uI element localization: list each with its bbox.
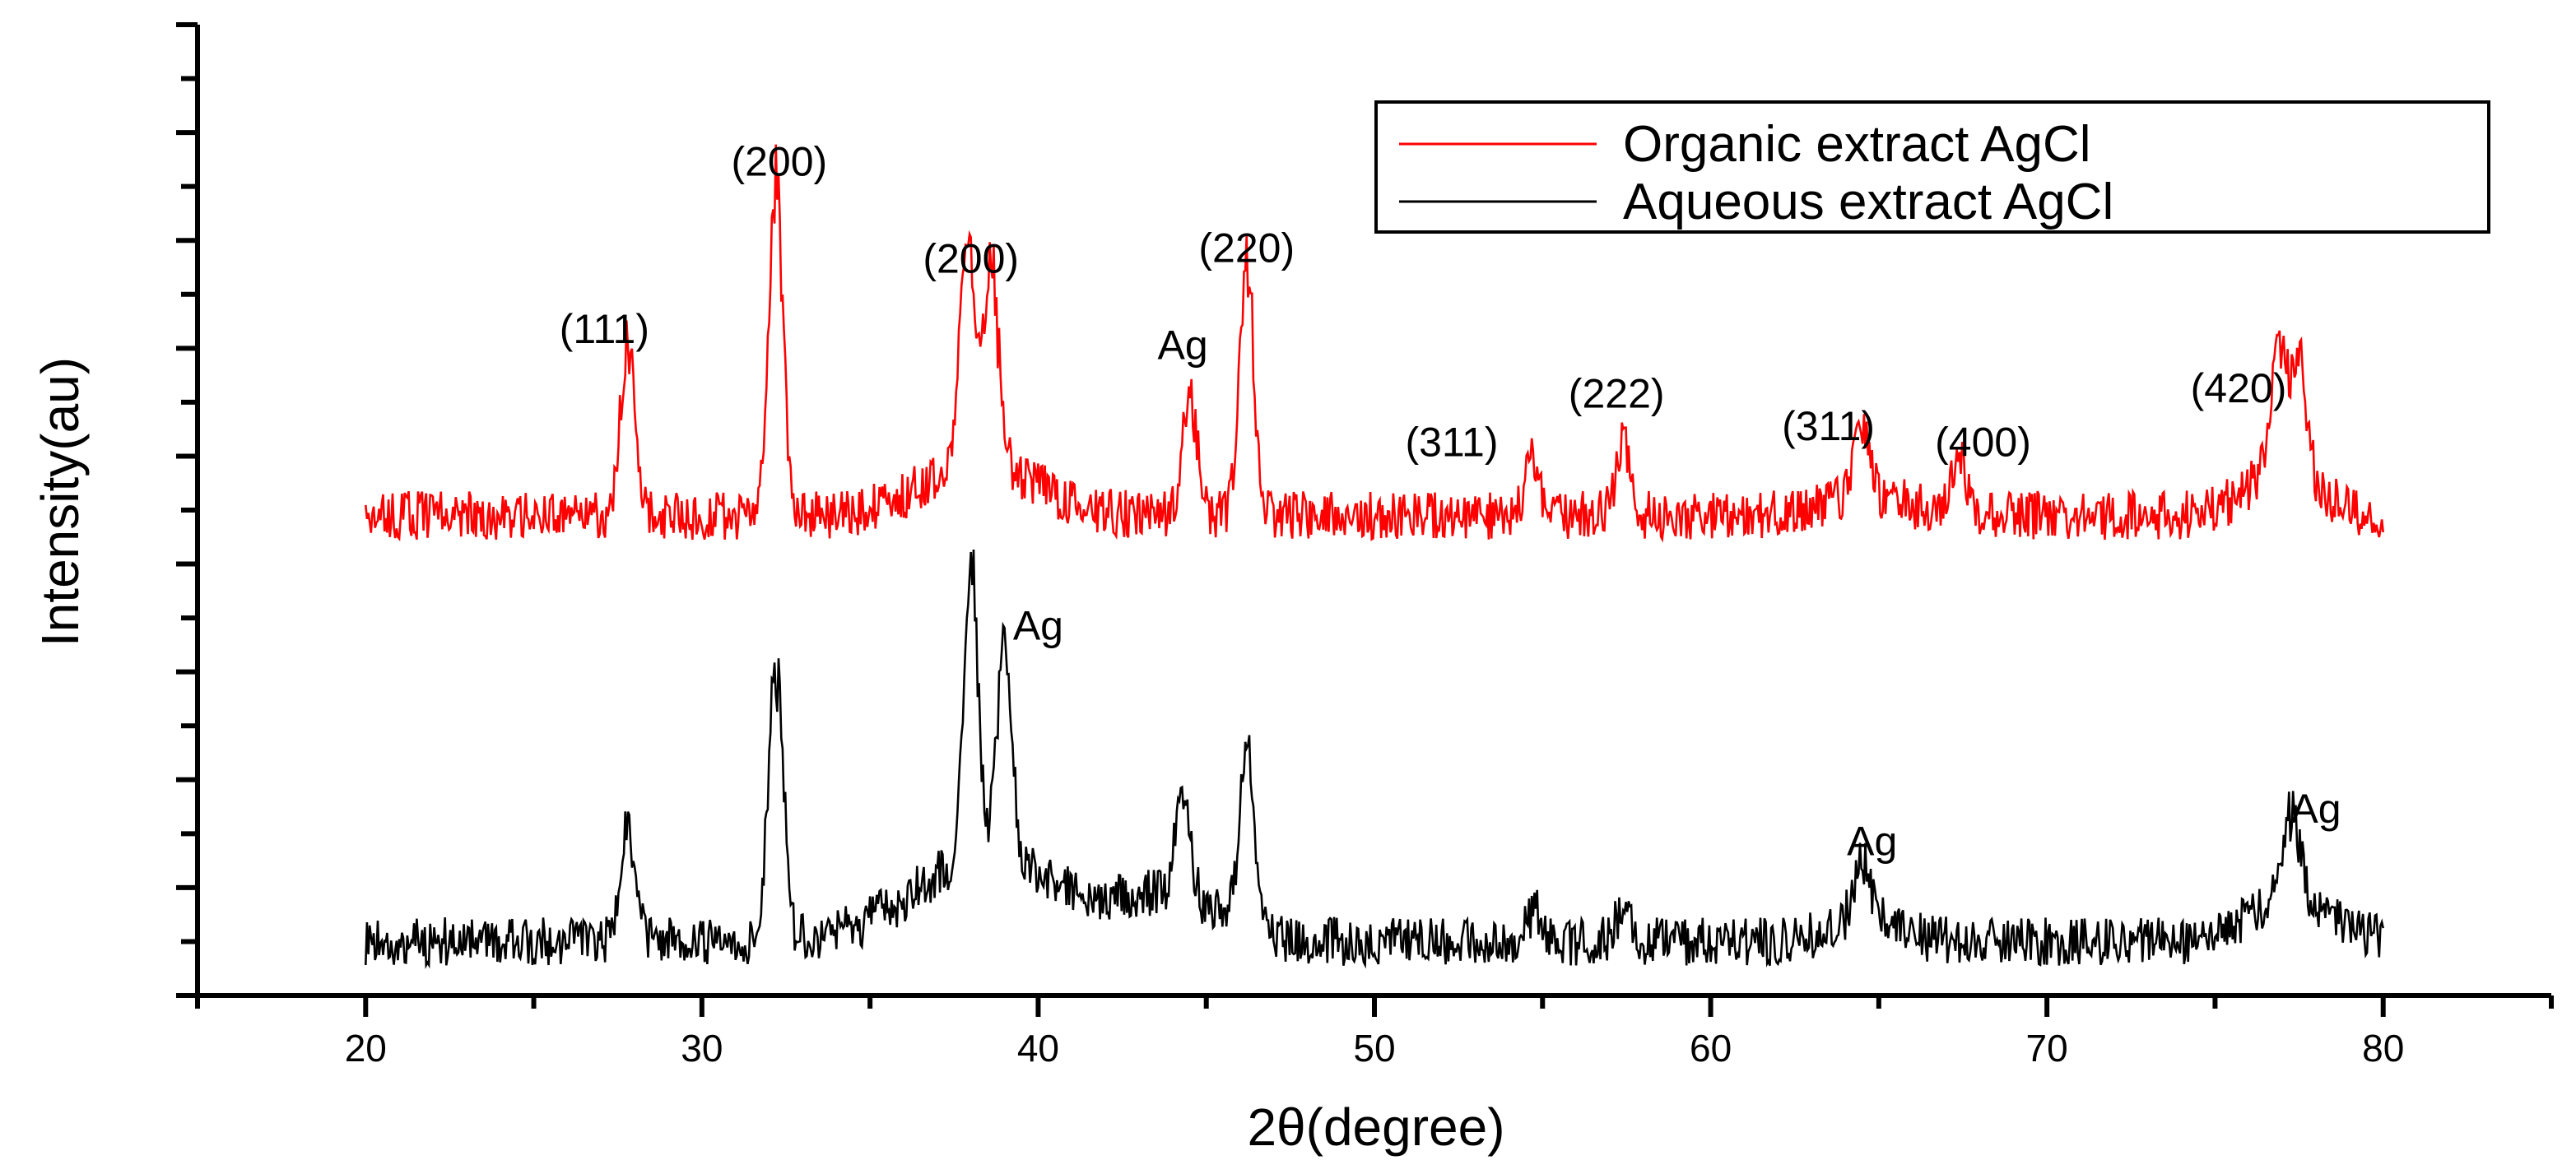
axes-layer: 20 30 40 50 60 70 80: [176, 22, 2554, 1070]
x-tick-label: 60: [1690, 1027, 1732, 1070]
peak-annotation: Ag: [1158, 322, 1208, 368]
x-tick-label: 80: [2362, 1027, 2404, 1070]
peak-annotation: Ag: [2290, 786, 2341, 832]
peak-annotation: (200): [731, 139, 827, 185]
legend-label-aqueous: Aqueous extract AgCl: [1623, 174, 2113, 230]
series-layer: [365, 144, 2384, 969]
peak-annotation: Ag: [1013, 602, 1063, 648]
legend-label-organic: Organic extract AgCl: [1623, 116, 2091, 173]
peak-annotation: (222): [1569, 370, 1665, 416]
annotation-layer: (111) (200) (200) Ag (220) (311) (222) (311) (40…: [560, 139, 2341, 865]
peak-annotation: (220): [1198, 225, 1295, 271]
peak-annotation: (420): [2191, 365, 2287, 411]
x-tick-label: 50: [1353, 1027, 1395, 1070]
x-tick-label: 40: [1017, 1027, 1059, 1070]
peak-annotation: (200): [923, 236, 1019, 282]
x-tick-label: 30: [681, 1027, 723, 1070]
peak-annotation: (111): [560, 306, 649, 352]
peak-annotation: (311): [1782, 403, 1875, 449]
peak-annotation: (311): [1405, 419, 1498, 465]
x-tick-label: 20: [345, 1027, 387, 1070]
y-axis-title: Intensity(au): [30, 357, 90, 647]
series-line-organic: [365, 144, 2384, 543]
x-tick-label: 70: [2026, 1027, 2068, 1070]
peak-annotation: Ag: [1847, 819, 1897, 865]
legend: Organic extract AgCl Aqueous extract AgC…: [1374, 100, 2490, 234]
legend-box: [1374, 100, 2490, 234]
x-axis-title: 2θ(degree): [1247, 1097, 1504, 1157]
peak-annotation: (400): [1935, 419, 2031, 465]
series-line-aqueous: [365, 549, 2384, 969]
